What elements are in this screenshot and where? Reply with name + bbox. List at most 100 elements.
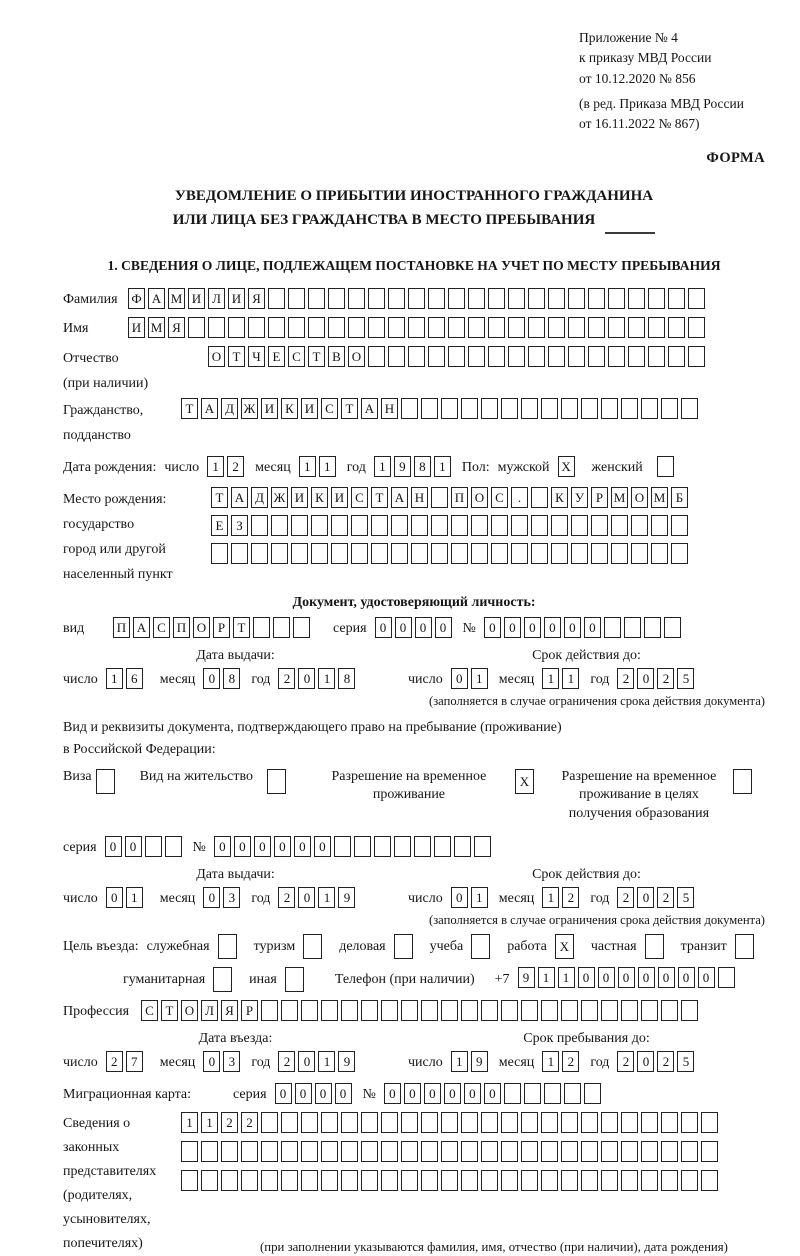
profession-input-cell[interactable]: С: [141, 1000, 158, 1022]
doc-number-input-cell[interactable]: [623, 616, 641, 638]
residence-permit-checkbox-cell[interactable]: [266, 768, 286, 794]
doc-valid-year-input-cell[interactable]: 2: [657, 667, 675, 689]
patronymic-input-cell[interactable]: Т: [228, 345, 245, 367]
birthplace-line3-input-cell[interactable]: [591, 542, 608, 564]
doc-series-input-cell[interactable]: 0: [394, 616, 412, 638]
surname-input-cell[interactable]: [508, 287, 525, 309]
patronymic-input-cell[interactable]: [468, 345, 485, 367]
representatives-line1-input-cell[interactable]: [461, 1112, 478, 1134]
birthplace-line3-input[interactable]: [211, 542, 691, 564]
residence-number-input-cell[interactable]: [473, 836, 491, 858]
birthplace-line1-input-cell[interactable]: К: [551, 486, 568, 508]
residence-issue-month-input-cell[interactable]: 0: [203, 887, 221, 909]
doc-kind-input-cell[interactable]: Т: [233, 616, 250, 638]
phone-input-cell[interactable]: [717, 967, 735, 989]
birth-day-input-cell[interactable]: 2: [227, 455, 245, 477]
representatives-line3-input-cell[interactable]: [541, 1170, 558, 1192]
birthplace-line2-input-cell[interactable]: [611, 514, 628, 536]
entry-year-input-cell[interactable]: 1: [318, 1051, 336, 1073]
birthplace-line3-input-cell[interactable]: [611, 542, 628, 564]
birthplace-line3-input-cell[interactable]: [351, 542, 368, 564]
birthplace-line2-input-cell[interactable]: Е: [211, 514, 228, 536]
representatives-line1-input-cell[interactable]: [541, 1112, 558, 1134]
phone-input-cell[interactable]: 9: [517, 967, 535, 989]
representatives-line1-input-cell[interactable]: 2: [221, 1112, 238, 1134]
visa-checkbox-cell[interactable]: [95, 768, 115, 794]
profession-input-cell[interactable]: [401, 1000, 418, 1022]
surname-input-cell[interactable]: [628, 287, 645, 309]
name-input-cell[interactable]: [488, 316, 505, 338]
birthplace-line1-input-cell[interactable]: П: [451, 486, 468, 508]
entry-year-input-cell[interactable]: 9: [338, 1051, 356, 1073]
purpose-transit-checkbox-cell[interactable]: [734, 934, 754, 960]
profession-input-cell[interactable]: [501, 1000, 518, 1022]
surname-input-cell[interactable]: [308, 287, 325, 309]
representatives-line1-input-cell[interactable]: [621, 1112, 638, 1134]
residence-number-input-cell[interactable]: [453, 836, 471, 858]
birthplace-line3-input-cell[interactable]: [371, 542, 388, 564]
purpose-official-checkbox-cell[interactable]: [217, 934, 237, 960]
migration-number-input-cell[interactable]: 0: [483, 1083, 501, 1105]
migration-number-input-cell[interactable]: [503, 1083, 521, 1105]
birthplace-line1-input-cell[interactable]: Ж: [271, 486, 288, 508]
representatives-line2-input-cell[interactable]: [521, 1141, 538, 1163]
name-input-cell[interactable]: [528, 316, 545, 338]
doc-number-input-cell[interactable]: 0: [503, 616, 521, 638]
name-input-cell[interactable]: [668, 316, 685, 338]
name-input-cell[interactable]: [228, 316, 245, 338]
migration-series-input-cell[interactable]: 0: [314, 1083, 332, 1105]
surname-input-cell[interactable]: И: [188, 287, 205, 309]
surname-input-cell[interactable]: И: [228, 287, 245, 309]
residence-valid-month-input-cell[interactable]: 2: [562, 887, 580, 909]
birthplace-line1-input-cell[interactable]: И: [291, 486, 308, 508]
representatives-line3-input-cell[interactable]: [381, 1170, 398, 1192]
birth-year-input-cell[interactable]: 8: [413, 455, 431, 477]
surname-input-cell[interactable]: Л: [208, 287, 225, 309]
representatives-line1-input-cell[interactable]: [401, 1112, 418, 1134]
birthplace-line2-input-cell[interactable]: [251, 514, 268, 536]
residence-number-input-cell[interactable]: [373, 836, 391, 858]
citizenship-input-cell[interactable]: [641, 397, 658, 419]
patronymic-input-cell[interactable]: [588, 345, 605, 367]
citizenship-input-cell[interactable]: С: [321, 397, 338, 419]
residence-series-input-cell[interactable]: 0: [104, 836, 122, 858]
representatives-line1-input-cell[interactable]: 1: [181, 1112, 198, 1134]
entry-month-input-cell[interactable]: 0: [203, 1051, 221, 1073]
name-input-cell[interactable]: [688, 316, 705, 338]
representatives-line2-input-cell[interactable]: [281, 1141, 298, 1163]
patronymic-input-cell[interactable]: [548, 345, 565, 367]
doc-number-input-cell[interactable]: 0: [583, 616, 601, 638]
representatives-line1-input-cell[interactable]: [301, 1112, 318, 1134]
representatives-line3-input-cell[interactable]: [441, 1170, 458, 1192]
patronymic-input-cell[interactable]: О: [208, 345, 225, 367]
birthplace-line2-input-cell[interactable]: [391, 514, 408, 536]
residence-issue-month-input-cell[interactable]: 3: [223, 887, 241, 909]
representatives-line2-input-cell[interactable]: [481, 1141, 498, 1163]
citizenship-input-cell[interactable]: [581, 397, 598, 419]
birthplace-line3-input-cell[interactable]: [671, 542, 688, 564]
representatives-line1-input-cell[interactable]: [701, 1112, 718, 1134]
representatives-line1-input-cell[interactable]: [581, 1112, 598, 1134]
birthplace-line1-input-cell[interactable]: Р: [591, 486, 608, 508]
citizenship-input-cell[interactable]: Т: [181, 397, 198, 419]
residence-series-input-cell[interactable]: [144, 836, 162, 858]
patronymic-input-cell[interactable]: [688, 345, 705, 367]
doc-issue-month-input-cell[interactable]: 0: [203, 667, 221, 689]
birthplace-line1-input-cell[interactable]: С: [351, 486, 368, 508]
birthplace-line2-input-cell[interactable]: [631, 514, 648, 536]
purpose-other-checkbox[interactable]: [284, 967, 307, 993]
residence-number-input-cell[interactable]: 0: [313, 836, 331, 858]
purpose-tourism-checkbox[interactable]: [303, 934, 325, 960]
birthplace-line2-input-cell[interactable]: [571, 514, 588, 536]
residence-series-input-cell[interactable]: 0: [124, 836, 142, 858]
birthplace-line1-input-cell[interactable]: К: [311, 486, 328, 508]
migration-series-input-cell[interactable]: 0: [274, 1083, 292, 1105]
representatives-line3-input-cell[interactable]: [461, 1170, 478, 1192]
representatives-line1-input-cell[interactable]: [381, 1112, 398, 1134]
birthplace-line2-input-cell[interactable]: [371, 514, 388, 536]
doc-number-input-cell[interactable]: 0: [523, 616, 541, 638]
